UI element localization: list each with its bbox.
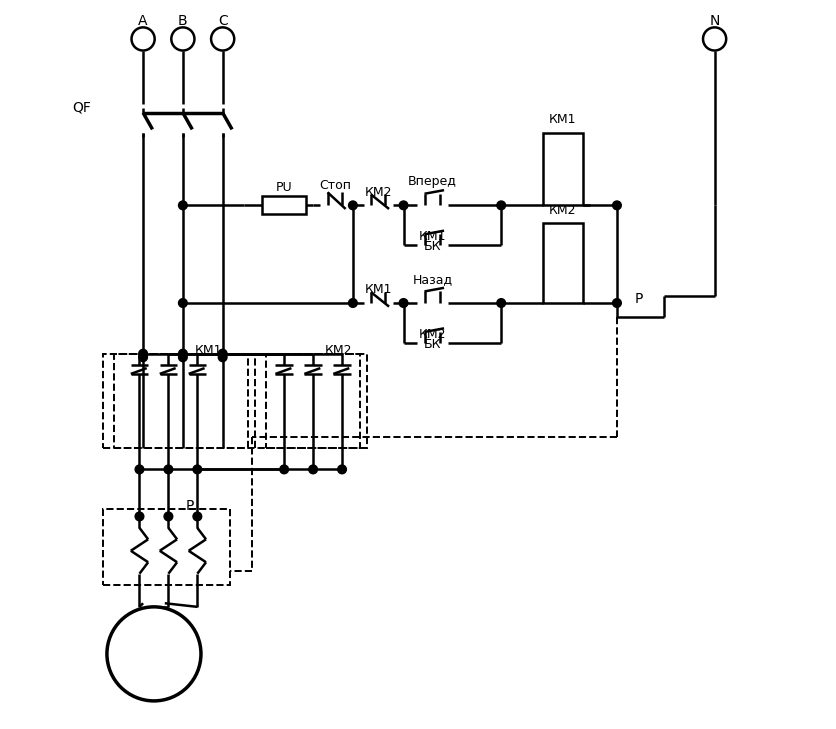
Circle shape: [400, 299, 408, 308]
Bar: [115, 354, 248, 448]
Text: КМ2: КМ2: [419, 327, 446, 340]
Text: A: A: [138, 14, 148, 28]
Circle shape: [218, 349, 227, 358]
Circle shape: [613, 201, 621, 210]
Text: КМ2: КМ2: [549, 204, 577, 217]
Text: КМ1: КМ1: [419, 230, 446, 243]
Circle shape: [171, 28, 195, 50]
Circle shape: [164, 465, 173, 474]
Bar: [104, 354, 367, 448]
Circle shape: [497, 299, 506, 308]
Circle shape: [400, 201, 408, 210]
Circle shape: [179, 299, 187, 308]
Circle shape: [139, 353, 147, 362]
Text: КМ1: КМ1: [364, 284, 392, 297]
Text: КМ2: КМ2: [364, 186, 392, 199]
Text: C: C: [218, 14, 227, 28]
Text: БК: БК: [424, 338, 441, 351]
Circle shape: [193, 512, 201, 521]
Circle shape: [135, 512, 144, 521]
Text: КМ1: КМ1: [195, 343, 222, 356]
Text: QF: QF: [72, 101, 91, 114]
Text: Стоп: Стоп: [319, 179, 351, 192]
Text: КМ2: КМ2: [324, 343, 352, 356]
Text: Вперед: Вперед: [408, 175, 457, 188]
Circle shape: [131, 28, 155, 50]
Circle shape: [164, 512, 173, 521]
Circle shape: [107, 607, 201, 701]
Text: PU: PU: [276, 181, 293, 194]
Circle shape: [349, 299, 357, 308]
Bar: [543, 223, 583, 303]
Circle shape: [280, 465, 288, 474]
Bar: [543, 133, 583, 206]
Circle shape: [218, 353, 227, 362]
Circle shape: [497, 201, 506, 210]
Circle shape: [135, 465, 144, 474]
Circle shape: [179, 201, 187, 210]
Circle shape: [179, 353, 187, 362]
Text: Назад: Назад: [412, 273, 452, 286]
Text: Р: Р: [635, 292, 644, 306]
Bar: [263, 196, 306, 214]
Text: Р: Р: [186, 499, 194, 512]
Circle shape: [193, 465, 201, 474]
Text: B: B: [178, 14, 188, 28]
Circle shape: [703, 28, 726, 50]
Text: КМ1: КМ1: [549, 114, 577, 126]
Circle shape: [613, 299, 621, 308]
Bar: [104, 509, 230, 585]
Text: М: М: [145, 644, 162, 663]
Text: БК: БК: [424, 240, 441, 253]
Circle shape: [338, 465, 346, 474]
Circle shape: [308, 465, 318, 474]
Bar: [266, 354, 360, 448]
Circle shape: [349, 201, 357, 210]
Circle shape: [139, 349, 147, 358]
Circle shape: [212, 28, 234, 50]
Text: N: N: [710, 14, 720, 28]
Circle shape: [179, 349, 187, 358]
